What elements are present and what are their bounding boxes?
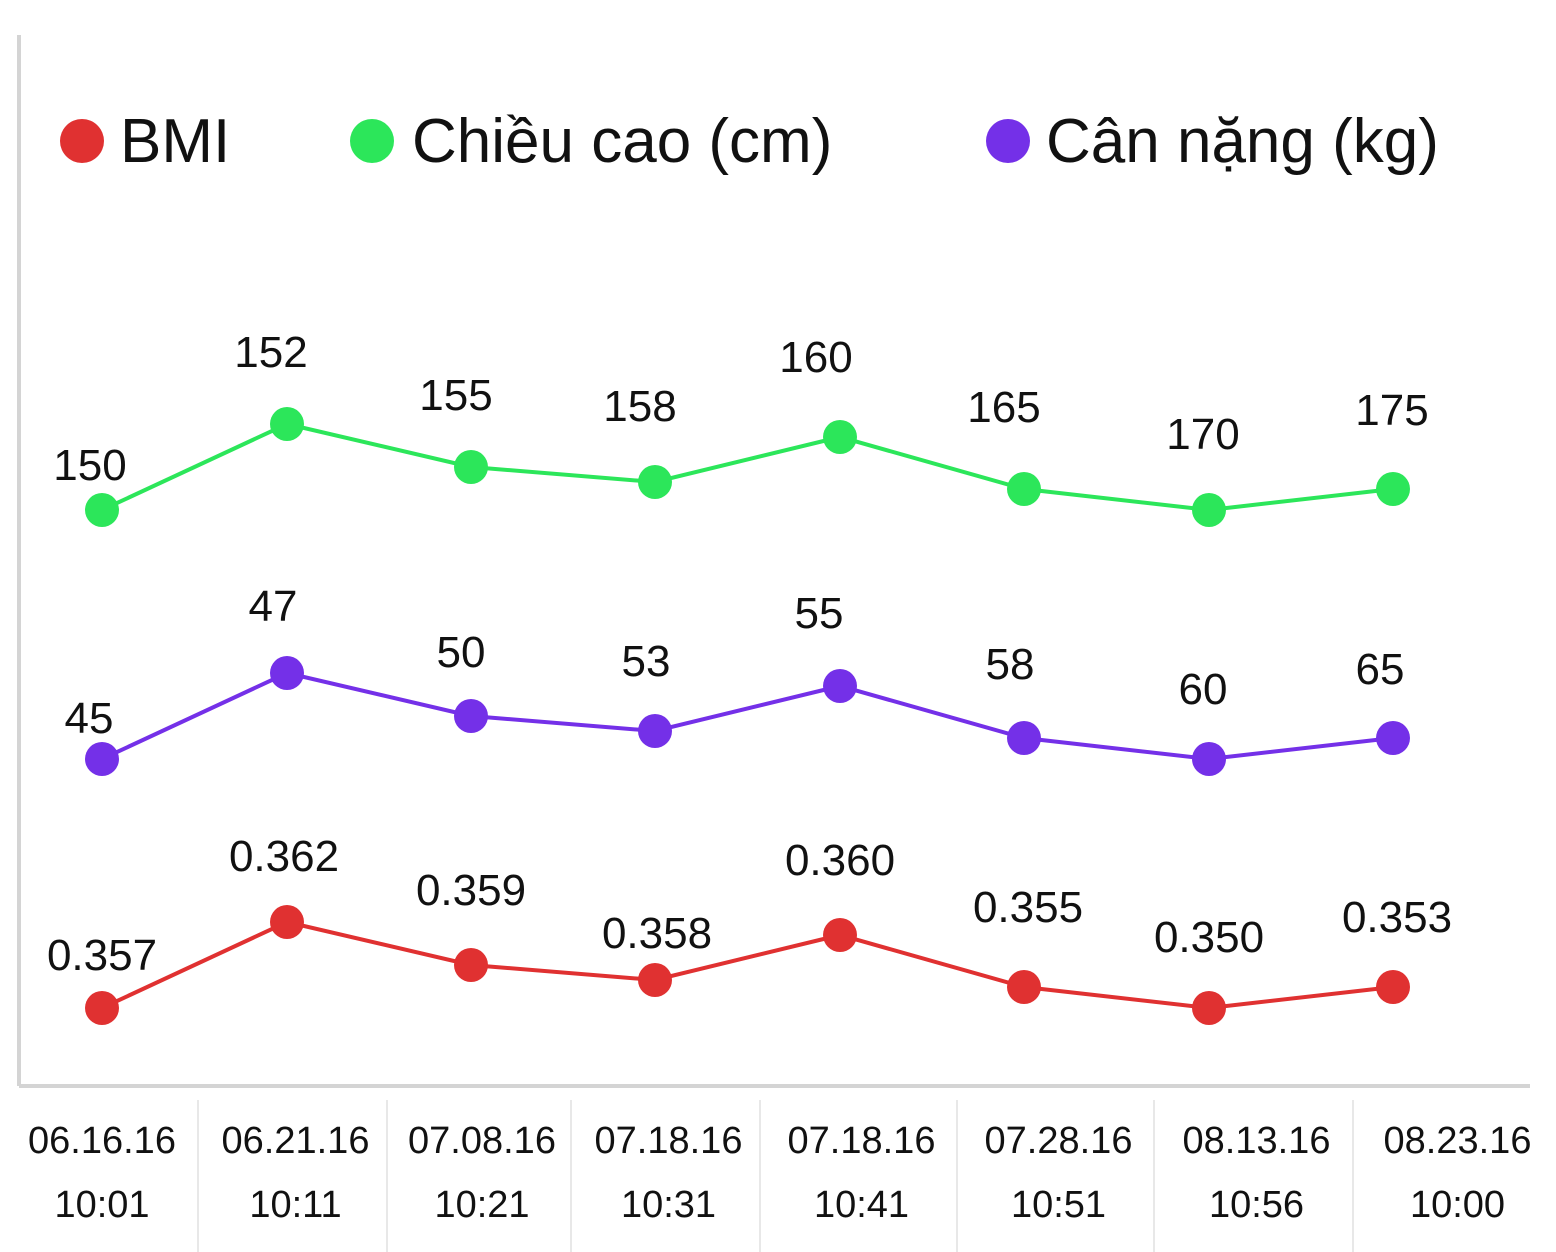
data-point-chi-u-cao-cm	[85, 493, 119, 527]
data-point-bmi	[85, 991, 119, 1025]
data-label-bmi: 0.350	[1154, 913, 1264, 962]
data-point-c-n-n-ng-kg	[823, 669, 857, 703]
data-point-c-n-n-ng-kg	[1376, 721, 1410, 755]
legend-label-c-n-n-ng-kg: Cân nặng (kg)	[1046, 107, 1439, 176]
data-point-c-n-n-ng-kg	[1192, 742, 1226, 776]
data-label-bmi: 0.359	[416, 866, 526, 915]
data-label-c-n-n-ng-kg: 50	[437, 628, 486, 677]
series-bmi: 0.357 0.362 0.359 0.358 0.360 0.355 0.350 0.353	[47, 832, 1452, 1025]
x-tick-label-date: 07.08.16	[408, 1120, 556, 1162]
data-point-chi-u-cao-cm	[1376, 472, 1410, 506]
data-label-chi-u-cao-cm: 165	[967, 383, 1040, 432]
data-label-chi-u-cao-cm: 160	[779, 333, 852, 382]
x-tick-label-time: 10:21	[434, 1184, 529, 1226]
data-point-c-n-n-ng-kg	[270, 656, 304, 690]
x-tick-label-time: 10:01	[54, 1184, 149, 1226]
x-tick-label-date: 06.16.16	[28, 1120, 176, 1162]
x-tick-label-time: 10:56	[1209, 1184, 1304, 1226]
data-label-c-n-n-ng-kg: 60	[1179, 665, 1228, 714]
x-tick-label-time: 10:41	[814, 1184, 909, 1226]
data-point-chi-u-cao-cm	[1192, 493, 1226, 527]
data-label-chi-u-cao-cm: 150	[53, 441, 126, 490]
data-label-bmi: 0.358	[602, 909, 712, 958]
data-label-bmi: 0.353	[1342, 893, 1452, 942]
x-tick-label-date: 08.23.16	[1384, 1120, 1532, 1162]
data-label-bmi: 0.360	[785, 836, 895, 885]
data-label-c-n-n-ng-kg: 45	[65, 694, 114, 743]
x-tick-label-date: 07.18.16	[595, 1120, 743, 1162]
x-tick-label-date: 06.21.16	[222, 1120, 370, 1162]
data-label-chi-u-cao-cm: 175	[1355, 386, 1428, 435]
data-point-bmi	[1007, 970, 1041, 1004]
series-c-n-n-ng-kg: 45 47 50 53 55 58 60 65	[65, 582, 1410, 776]
legend-marker-bmi	[60, 119, 104, 163]
x-tick-label-time: 10:11	[249, 1184, 341, 1226]
data-point-chi-u-cao-cm	[454, 450, 488, 484]
data-label-bmi: 0.357	[47, 931, 157, 980]
data-point-chi-u-cao-cm	[638, 465, 672, 499]
data-point-bmi	[1376, 970, 1410, 1004]
data-label-c-n-n-ng-kg: 65	[1356, 645, 1405, 694]
data-point-bmi	[1192, 991, 1226, 1025]
data-label-chi-u-cao-cm: 155	[419, 371, 492, 420]
data-label-c-n-n-ng-kg: 53	[622, 637, 671, 686]
x-tick-label-time: 10:51	[1011, 1184, 1106, 1226]
data-point-bmi	[270, 905, 304, 939]
data-point-bmi	[638, 963, 672, 997]
legend-label-bmi: BMI	[120, 107, 230, 176]
data-label-chi-u-cao-cm: 158	[603, 382, 676, 431]
x-tick-label-date: 07.18.16	[788, 1120, 936, 1162]
legend-label-chi-u-cao-cm: Chiều cao (cm)	[412, 107, 832, 176]
series-line-chi-u-cao-cm	[101, 421, 1394, 513]
x-tick-label-date: 08.13.16	[1183, 1120, 1331, 1162]
data-label-c-n-n-ng-kg: 55	[795, 589, 844, 638]
data-point-c-n-n-ng-kg	[454, 699, 488, 733]
series-layer: 0.357 0.362 0.359 0.358 0.360 0.355 0.350 0.353…	[47, 328, 1452, 1025]
data-label-bmi: 0.355	[973, 883, 1083, 932]
legend-marker-chi-u-cao-cm	[350, 119, 394, 163]
data-point-chi-u-cao-cm	[823, 420, 857, 454]
series-line-c-n-n-ng-kg	[101, 670, 1394, 762]
data-point-chi-u-cao-cm	[1007, 472, 1041, 506]
data-label-c-n-n-ng-kg: 58	[986, 640, 1035, 689]
series-chi-u-cao-cm: 150 152 155 158 160 165 170 175	[53, 328, 1429, 527]
data-point-c-n-n-ng-kg	[85, 742, 119, 776]
data-label-chi-u-cao-cm: 152	[234, 328, 307, 377]
x-tick-label-date: 07.28.16	[985, 1120, 1133, 1162]
data-point-chi-u-cao-cm	[270, 407, 304, 441]
data-point-c-n-n-ng-kg	[638, 714, 672, 748]
series-line-bmi	[101, 919, 1394, 1011]
legend: BMI Chiều cao (cm) Cân nặng (kg)	[60, 107, 1439, 176]
legend-marker-c-n-n-ng-kg	[986, 119, 1030, 163]
data-label-c-n-n-ng-kg: 47	[249, 582, 298, 631]
data-point-bmi	[454, 948, 488, 982]
data-label-chi-u-cao-cm: 170	[1166, 410, 1239, 459]
data-point-c-n-n-ng-kg	[1007, 721, 1041, 755]
x-tick-label-time: 10:31	[621, 1184, 716, 1226]
x-axis-ticks: 06.16.16 10:01 06.21.16 10:11 07.08.16 10:21 0…	[28, 1100, 1531, 1252]
axes	[17, 35, 1530, 1088]
data-point-bmi	[823, 918, 857, 952]
data-label-bmi: 0.362	[229, 832, 339, 881]
x-tick-label-time: 10:00	[1410, 1184, 1505, 1226]
